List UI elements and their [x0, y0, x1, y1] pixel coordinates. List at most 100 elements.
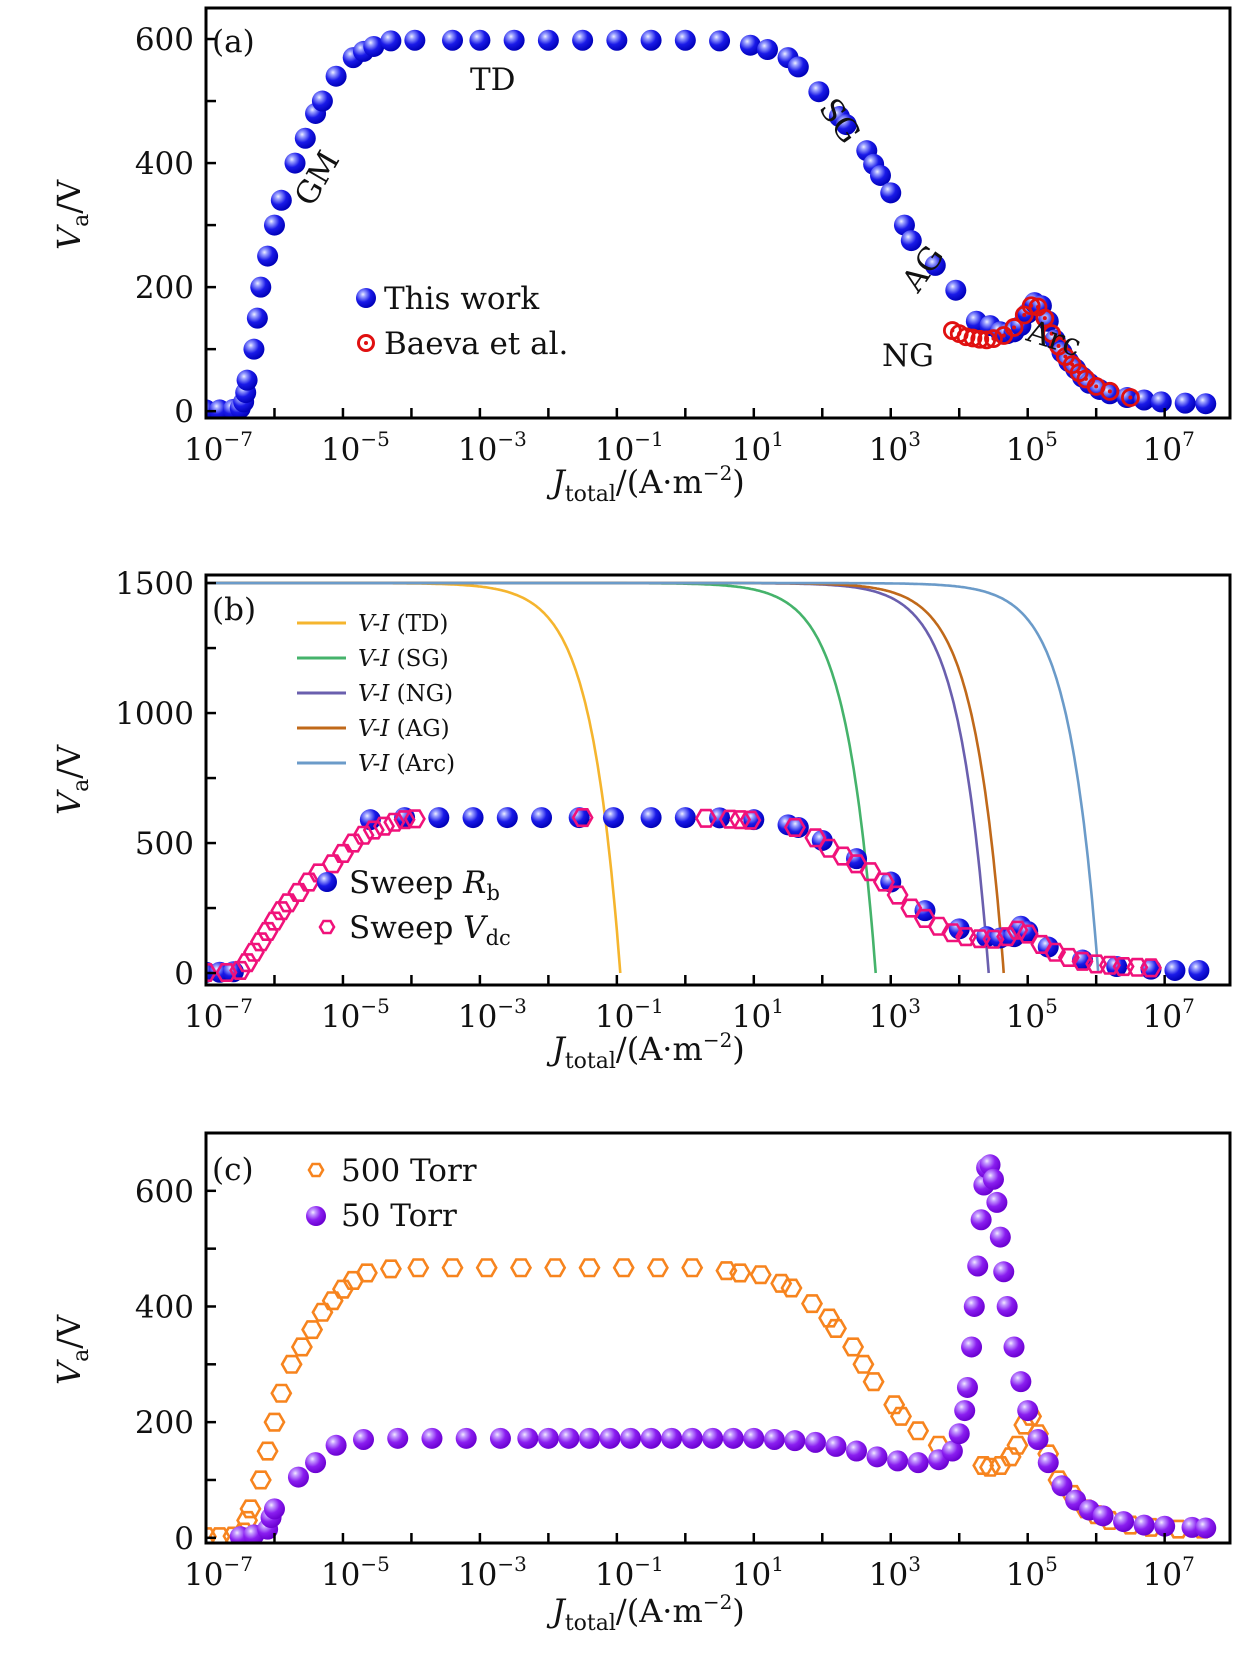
data-point-50-torr — [558, 1427, 580, 1449]
x-tick-label: 107 — [1143, 1552, 1195, 1593]
data-point-500-torr — [749, 1265, 772, 1285]
data-point-50-torr — [1154, 1515, 1176, 1537]
data-point-50-torr — [325, 1434, 347, 1456]
data-point-this-work — [808, 81, 830, 103]
data-point-sweep-vdc — [352, 825, 375, 845]
x-tick-label: 103 — [869, 1552, 921, 1593]
data-point-500-torr — [999, 1447, 1022, 1467]
data-point-this-work — [572, 29, 594, 51]
data-point-sweep-vdc — [270, 901, 293, 921]
data-point-50-torr — [599, 1427, 621, 1449]
legend-item-vi-ag: V-I (AG) — [297, 716, 450, 742]
data-point-50-torr — [1195, 1517, 1217, 1539]
data-point-this-work — [250, 276, 272, 298]
data-point-sweep-vdc — [277, 893, 300, 913]
data-point-50-torr — [640, 1427, 662, 1449]
panel-c-tag: (c) — [212, 1152, 254, 1188]
data-point-this-work — [869, 164, 891, 186]
data-point-500-torr — [889, 1406, 912, 1426]
panel-a-tag: (a) — [212, 24, 255, 60]
data-point-this-work — [469, 29, 491, 51]
data-point-this-work — [945, 279, 967, 301]
data-point-sweep-vdc — [1071, 951, 1094, 971]
data-point-sweep-vdc — [332, 843, 355, 864]
legend-marker-sweep-rb — [317, 872, 337, 892]
data-point-sweep-vdc — [256, 921, 279, 942]
data-point-sweep-vdc — [886, 885, 909, 905]
x-tick-label: 10−1 — [595, 1552, 664, 1593]
data-point-500-torr — [510, 1258, 533, 1278]
data-point-50-torr — [1051, 1475, 1073, 1497]
data-point-50-torr — [948, 1423, 970, 1445]
data-point-500-torr — [441, 1258, 464, 1278]
data-point-this-work — [924, 254, 946, 276]
panel-c-ticks: 10−7 10−5 10−3 10−1 101 103 105 107 0 200 400 600 — [135, 1131, 1195, 1593]
data-point-500-torr — [715, 1261, 738, 1281]
x-tick-label: 10−7 — [184, 994, 253, 1035]
data-point-this-work — [880, 182, 902, 204]
data-point-50-torr — [989, 1226, 1011, 1248]
legend-label-sweep-vdc: Sweep Vdc — [349, 910, 511, 950]
data-point-baeva-et-al- — [984, 329, 1003, 349]
legend-marker-sweep-vdc — [318, 919, 336, 935]
data-point-50-torr — [954, 1400, 976, 1422]
data-point-50-torr — [517, 1427, 539, 1449]
data-point-sweep-rb — [531, 807, 553, 829]
data-point-50-torr — [866, 1446, 888, 1468]
data-point-sweep-vdc — [1057, 947, 1080, 968]
panel-c-xlabel: Jtotal/(A·m−2) — [546, 1590, 745, 1636]
data-point-sweep-vdc — [968, 929, 991, 949]
data-point-500-torr — [280, 1354, 303, 1374]
data-point-this-work — [325, 65, 347, 87]
data-point-500-torr — [321, 1291, 344, 1311]
data-point-500-torr — [825, 1318, 848, 1338]
data-point-this-work — [1116, 387, 1138, 409]
data-point-50-torr — [907, 1452, 929, 1474]
legend-item-vi-td: V-I (TD) — [297, 611, 448, 637]
data-point-sweep-vdc — [694, 808, 717, 828]
data-point-500-torr — [989, 1456, 1012, 1475]
panel-b-marker-legend: Sweep Rb Sweep Vdc — [317, 865, 511, 950]
data-point-500-torr — [818, 1308, 841, 1328]
data-point-this-work — [442, 29, 464, 51]
panel-b-tag: (b) — [212, 592, 256, 628]
data-point-500-torr — [646, 1258, 669, 1278]
data-point-this-work — [900, 230, 922, 252]
data-point-sweep-vdc — [1098, 955, 1121, 975]
x-tick-label: 10−7 — [184, 427, 253, 468]
data-point-50-torr — [1133, 1514, 1155, 1536]
data-point-50-torr — [956, 1376, 978, 1398]
data-point-50-torr — [1027, 1428, 1049, 1450]
data-point-this-work — [263, 214, 285, 236]
legend-marker-baeva — [357, 334, 375, 352]
legend-marker-baeva-dot — [364, 341, 368, 345]
data-point-this-work — [739, 34, 761, 56]
data-point-50-torr — [982, 1168, 1004, 1190]
data-point-500-torr — [972, 1456, 995, 1475]
panel-a-xlabel: Jtotal/(A·m−2) — [546, 461, 745, 507]
data-point-this-work — [503, 29, 525, 51]
y-tick-label: 1500 — [115, 566, 194, 602]
data-point-50-torr — [352, 1428, 374, 1450]
x-tick-label: 10−5 — [321, 994, 390, 1035]
data-point-baeva-et-al- — [1004, 318, 1024, 337]
legend-label-td: V-I (TD) — [358, 611, 448, 637]
data-point-50-torr — [1003, 1336, 1025, 1358]
data-point-500-torr — [578, 1258, 601, 1278]
y-tick-label: 500 — [135, 826, 194, 862]
data-point-50-torr — [1017, 1400, 1039, 1422]
y-tick-label: 0 — [174, 956, 194, 992]
panel-c-data — [206, 1154, 1217, 1543]
data-point-50-torr — [1092, 1505, 1114, 1527]
data-point-50-torr — [784, 1430, 806, 1452]
legend-label-sweep-rb: Sweep Rb — [349, 865, 500, 905]
data-point-sweep-vdc — [342, 833, 365, 853]
data-point-500-torr — [842, 1337, 865, 1357]
data-point-baeva-et-al- — [1121, 388, 1140, 407]
x-tick-label: 10−1 — [595, 994, 664, 1035]
data-point-500-torr — [263, 1412, 286, 1432]
y-tick-label: 200 — [135, 270, 194, 306]
data-point-sweep-vdc — [996, 927, 1019, 947]
data-point-this-work — [756, 39, 778, 61]
data-point-50-torr — [961, 1336, 983, 1358]
